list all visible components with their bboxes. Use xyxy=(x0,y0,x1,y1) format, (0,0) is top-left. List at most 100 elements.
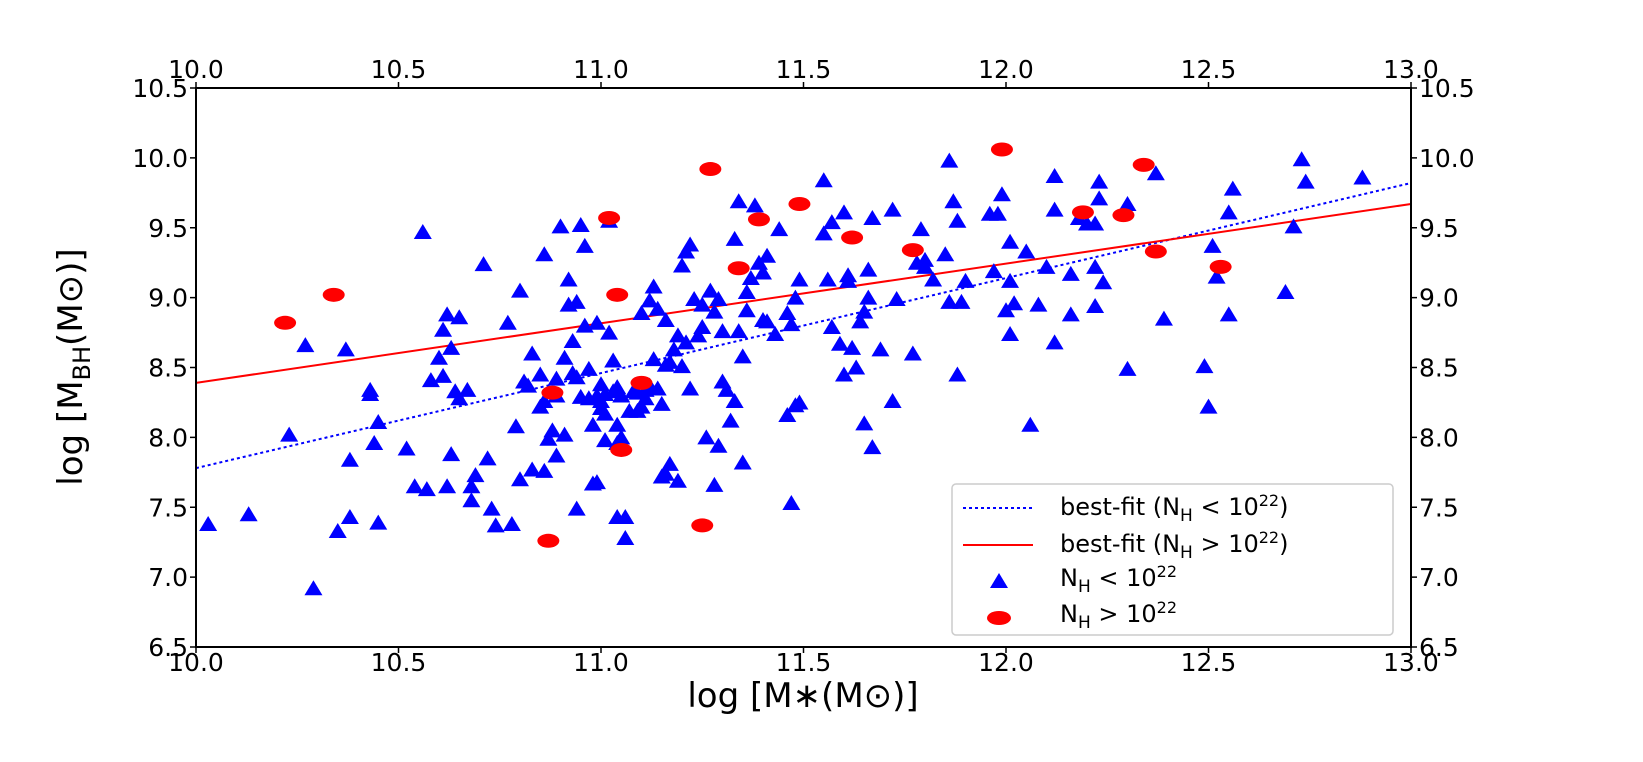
point-triangle xyxy=(478,450,497,466)
point-triangle xyxy=(729,193,748,209)
point-triangle xyxy=(664,341,683,357)
point-triangle xyxy=(567,369,586,385)
point-triangle xyxy=(567,500,586,516)
point-triangle xyxy=(948,212,967,228)
point-ellipse xyxy=(1144,244,1167,259)
point-triangle xyxy=(1086,298,1105,314)
point-ellipse xyxy=(606,287,629,302)
point-ellipse xyxy=(727,261,750,276)
point-triangle xyxy=(818,271,837,287)
point-triangle xyxy=(555,426,574,442)
point-triangle xyxy=(733,454,752,470)
point-triangle xyxy=(835,366,853,382)
point-triangle xyxy=(567,293,586,309)
point-triangle xyxy=(434,367,453,383)
point-triangle xyxy=(790,271,809,287)
point-triangle xyxy=(940,152,959,168)
point-triangle xyxy=(733,348,752,364)
point-triangle xyxy=(1001,233,1020,249)
point-triangle xyxy=(839,267,858,283)
point-triangle xyxy=(596,405,615,421)
point-triangle xyxy=(1045,201,1064,217)
point-triangle xyxy=(592,376,610,392)
point-triangle xyxy=(1284,218,1303,234)
point-triangle xyxy=(511,471,529,487)
point-triangle xyxy=(340,509,359,525)
x-tick-label-bottom: 12.5 xyxy=(1181,648,1237,677)
point-triangle xyxy=(835,204,853,220)
x-tick-label-top: 11.5 xyxy=(776,55,832,84)
point-triangle xyxy=(883,393,902,409)
point-triangle xyxy=(466,467,485,483)
point-triangle xyxy=(535,246,554,262)
point-ellipse xyxy=(537,533,560,548)
point-triangle xyxy=(502,516,521,532)
point-triangle xyxy=(725,230,744,246)
point-triangle xyxy=(851,313,870,329)
point-ellipse xyxy=(841,230,864,245)
point-triangle xyxy=(1195,358,1214,374)
point-triangle xyxy=(1276,284,1295,300)
x-tick-label-top: 10.0 xyxy=(168,55,224,84)
y-tick-label-right: 6.5 xyxy=(1419,633,1459,662)
point-triangle xyxy=(677,334,696,350)
point-triangle xyxy=(397,440,416,456)
point-triangle xyxy=(956,272,975,288)
x-tick-label-bottom: 10.0 xyxy=(168,648,224,677)
point-triangle xyxy=(1090,190,1109,206)
legend-label-fit-low: best-fit (NH < 1022) xyxy=(1060,491,1288,526)
point-triangle xyxy=(847,359,866,375)
y-tick-label-right: 8.5 xyxy=(1419,354,1459,383)
y-tick-label-left: 7.0 xyxy=(148,563,188,592)
legend-triangle-marker xyxy=(990,573,1008,588)
point-triangle xyxy=(482,500,501,516)
point-triangle xyxy=(903,345,922,361)
legend-ellipse-marker xyxy=(987,611,1011,625)
point-triangle xyxy=(689,327,708,343)
point-triangle xyxy=(587,314,606,330)
point-triangle xyxy=(498,314,517,330)
point-triangle xyxy=(709,437,728,453)
point-triangle xyxy=(936,246,955,262)
point-triangle xyxy=(668,327,687,343)
point-triangle xyxy=(737,302,756,318)
point-triangle xyxy=(430,349,448,365)
point-triangle xyxy=(685,291,704,307)
point-triangle xyxy=(1045,168,1064,184)
point-triangle xyxy=(855,415,874,431)
point-triangle xyxy=(450,390,469,406)
point-triangle xyxy=(984,263,1003,279)
point-triangle xyxy=(673,257,691,273)
point-triangle xyxy=(604,352,623,368)
point-triangle xyxy=(535,462,554,478)
point-triangle xyxy=(883,201,902,217)
point-triangle xyxy=(1146,165,1165,181)
point-triangle xyxy=(843,339,862,355)
x-tick-label-top: 11.0 xyxy=(573,55,629,84)
point-triangle xyxy=(1118,195,1137,211)
point-triangle xyxy=(713,323,732,339)
point-triangle xyxy=(340,451,359,467)
point-triangle xyxy=(855,303,874,319)
point-triangle xyxy=(1207,268,1226,284)
y-tick-label-left: 8.5 xyxy=(148,354,188,383)
point-triangle xyxy=(782,495,801,511)
point-triangle xyxy=(547,447,566,463)
point-triangle xyxy=(632,304,651,320)
y-tick-label-left: 7.5 xyxy=(148,493,188,522)
point-triangle xyxy=(417,481,436,497)
x-tick-label-top: 12.0 xyxy=(978,55,1034,84)
x-tick-label-bottom: 13.0 xyxy=(1383,648,1439,677)
point-triangle xyxy=(543,422,562,438)
point-triangle xyxy=(859,289,878,305)
point-triangle xyxy=(519,377,538,393)
point-triangle xyxy=(948,366,967,382)
point-triangle xyxy=(652,395,671,411)
axis-ticks: 10.010.010.510.511.011.011.511.512.012.0… xyxy=(132,55,1474,677)
legend: best-fit (NH < 1022) best-fit (NH > 1022… xyxy=(951,483,1394,636)
point-triangle xyxy=(786,289,805,305)
point-triangle xyxy=(369,514,388,530)
point-triangle xyxy=(656,311,675,327)
point-triangle xyxy=(551,218,570,234)
point-triangle xyxy=(660,353,679,369)
